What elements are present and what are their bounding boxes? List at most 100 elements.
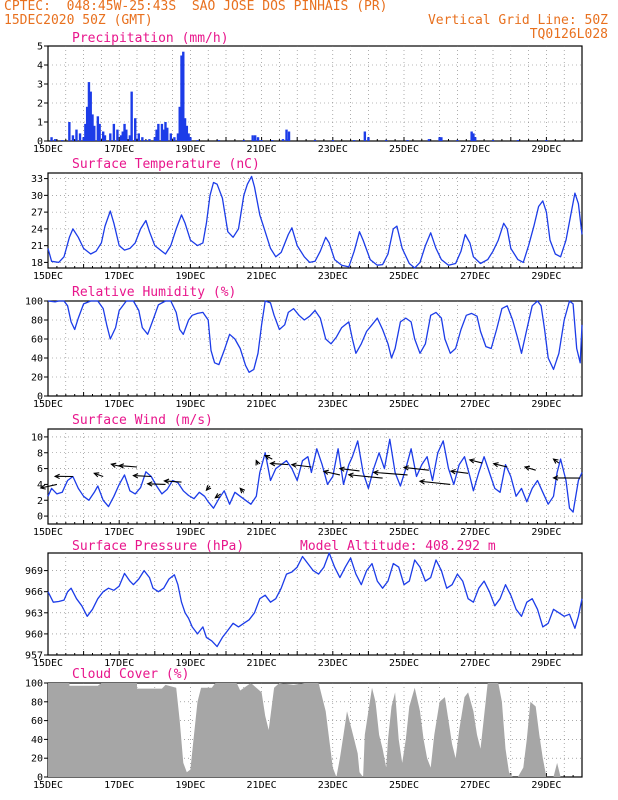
precip-bar	[185, 125, 189, 141]
y-tick-label: 27	[31, 208, 43, 219]
precip-bar	[178, 106, 181, 141]
wind-arrow-head	[39, 484, 46, 490]
x-tick-label: 23DEC	[318, 780, 348, 791]
x-tick-label: 19DEC	[175, 399, 205, 410]
wind-arrow	[119, 465, 138, 468]
y-tick-label: 2	[37, 99, 43, 110]
wind-arrow-head	[146, 481, 153, 487]
wind-arrow	[348, 474, 383, 479]
precip-bar	[141, 137, 144, 141]
precip-bar	[164, 122, 167, 141]
x-tick-label: 21DEC	[247, 271, 277, 282]
y-tick-label: 40	[31, 735, 43, 746]
x-tick-label: 19DEC	[175, 527, 205, 538]
wind-arrow-head	[492, 462, 499, 468]
header-station: CPTEC: 048:45W-25:43S SAO JOSE DOS PINHA…	[4, 0, 388, 14]
x-tick-label: 19DEC	[175, 144, 205, 155]
y-tick-label: 33	[31, 174, 43, 185]
wind-arrow-head	[347, 472, 354, 478]
wind-arrow	[291, 464, 312, 468]
wind-arrow-head	[269, 461, 276, 467]
y-tick-label: 30	[31, 191, 43, 202]
precip-bar	[98, 123, 101, 141]
y-tick-label: 957	[25, 651, 43, 662]
y-tick-label: 4	[37, 480, 43, 491]
wind-arrow	[323, 470, 341, 476]
y-tick-label: 960	[25, 629, 43, 640]
y-tick-label: 0	[37, 512, 43, 523]
wind-arrow	[164, 480, 182, 483]
precip-bar	[180, 55, 183, 141]
precip-bar	[363, 131, 367, 141]
x-tick-label: 15DEC	[33, 658, 63, 669]
y-tick-label: 21	[31, 241, 43, 252]
y-tick-label: 0	[37, 773, 43, 784]
precip-bar	[406, 140, 409, 141]
precip-bar	[196, 140, 199, 141]
precip-bar	[50, 137, 53, 141]
precip-bar	[96, 116, 100, 141]
y-tick-label: 10	[31, 432, 43, 443]
x-tick-label: 25DEC	[389, 658, 419, 669]
wind-arrow	[339, 468, 360, 472]
y-tick-label: 3	[37, 80, 43, 91]
x-tick-label: 19DEC	[175, 271, 205, 282]
wind-arrow-head	[163, 478, 170, 484]
wind-arrow-head	[132, 473, 139, 479]
y-tick-label: 20	[31, 754, 43, 765]
panel-title-3: Surface Wind (m/s)	[72, 413, 213, 428]
x-tick-label: 21DEC	[247, 658, 277, 669]
wind-arrow-head	[338, 466, 345, 472]
precip-bar	[260, 140, 263, 141]
y-tick-label: 966	[25, 587, 43, 598]
x-tick-label: 21DEC	[247, 399, 277, 410]
series-line-3	[47, 438, 583, 513]
wind-arrow-head	[117, 463, 125, 469]
x-tick-label: 27DEC	[460, 271, 490, 282]
precip-bar	[251, 135, 254, 141]
x-tick-label: 25DEC	[389, 399, 419, 410]
x-tick-label: 23DEC	[318, 271, 348, 282]
y-tick-label: 24	[31, 224, 43, 235]
x-tick-label: 29DEC	[531, 527, 561, 538]
x-tick-label: 17DEC	[104, 271, 134, 282]
precip-bar	[78, 133, 82, 141]
y-tick-label: 2	[37, 496, 43, 507]
precip-bar	[61, 140, 64, 141]
precip-bar	[242, 140, 245, 141]
precip-bar	[134, 118, 137, 141]
wind-arrow	[469, 459, 483, 464]
x-tick-label: 15DEC	[33, 144, 63, 155]
wind-arrow	[94, 472, 104, 478]
x-tick-label: 29DEC	[531, 144, 561, 155]
precip-bar	[253, 135, 257, 141]
wind-arrow-head	[110, 462, 117, 468]
precip-bar	[101, 131, 105, 141]
precip-bar	[155, 129, 158, 141]
precip-bar	[187, 133, 190, 141]
precip-bar	[472, 133, 475, 141]
x-tick-label: 23DEC	[318, 527, 348, 538]
wind-arrow-head	[523, 465, 531, 471]
precip-bar	[545, 140, 548, 141]
wind-arrow-head	[552, 475, 559, 481]
panel-frame	[47, 552, 583, 656]
wind-arrow-head	[552, 458, 559, 464]
precip-bar	[281, 139, 285, 141]
precip-bar	[85, 106, 89, 141]
precip-bar	[427, 139, 431, 141]
x-tick-label: 27DEC	[460, 144, 490, 155]
precip-bar	[123, 123, 126, 141]
header-date: 15DEC2020 50Z (GMT)	[4, 13, 153, 28]
precip-bar	[183, 118, 187, 141]
precip-bar	[128, 135, 132, 141]
x-tick-label: 29DEC	[531, 658, 561, 669]
wind-arrow	[133, 475, 152, 478]
precip-bar	[148, 139, 151, 141]
precip-bar	[438, 137, 441, 141]
precip-bar	[287, 131, 291, 141]
x-tick-label: 25DEC	[389, 527, 419, 538]
precip-bar	[313, 140, 317, 141]
wind-arrow	[270, 462, 289, 466]
